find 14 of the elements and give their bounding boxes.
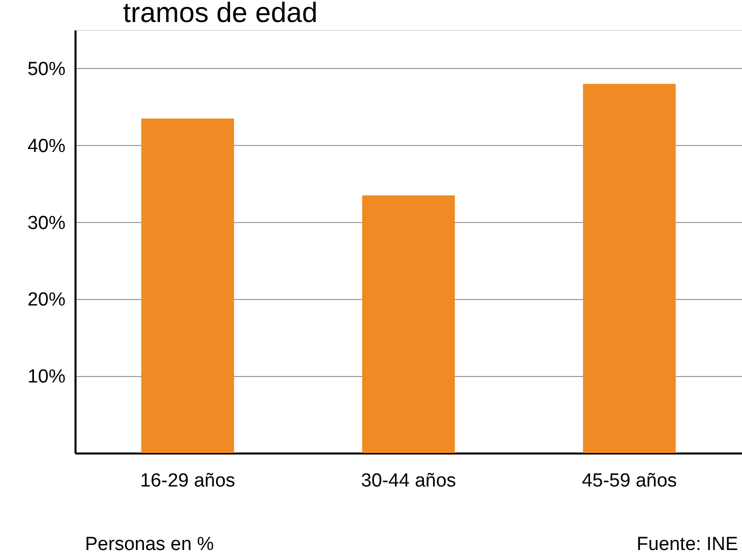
bar [362, 195, 455, 453]
y-tick-label: 10% [27, 366, 66, 388]
chart-title: tramos de edad [123, 0, 318, 28]
y-tick-label: 50% [27, 58, 66, 80]
y-tick-label: 30% [27, 212, 66, 234]
source-note: Fuente: INE [636, 534, 738, 555]
x-tick-label: 16-29 años [140, 470, 236, 492]
x-tick-label: 45-59 años [582, 470, 677, 492]
bar [582, 84, 676, 453]
y-tick-label: 40% [27, 136, 66, 157]
text: Personas en % [85, 534, 214, 555]
y-tick-label: 20% [27, 290, 66, 311]
bar [141, 118, 234, 453]
x-tick-label: 30-44 años [360, 470, 456, 492]
